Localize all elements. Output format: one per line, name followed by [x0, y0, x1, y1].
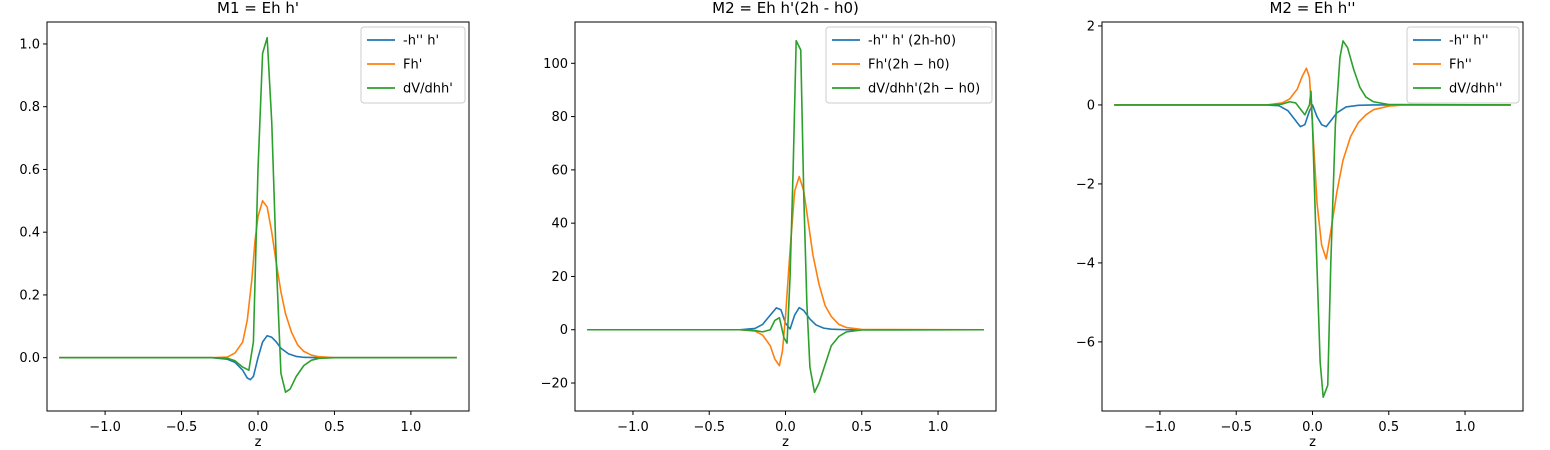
legend-box — [360, 26, 466, 104]
y-tick-label: 40 — [551, 217, 568, 232]
legend: -h'' h'' Fh'' dV/dhh'' — [1406, 26, 1520, 104]
y-tick-label: 0.0 — [19, 351, 40, 366]
chart-title: M1 = Eh h' — [217, 0, 299, 17]
y-tick-label: 60 — [551, 163, 568, 178]
legend-label: dV/dhh' — [403, 82, 453, 97]
legend-box — [825, 26, 993, 104]
x-tick-label: −0.5 — [166, 420, 198, 435]
legend-label: Fh'(2h − h0) — [868, 58, 950, 73]
legend-label: Fh' — [403, 58, 422, 73]
legend-label: dV/dhh'(2h − h0) — [868, 82, 980, 97]
x-tick-label: 1.0 — [928, 420, 949, 435]
y-tick-label: 0.2 — [19, 288, 40, 303]
legend-label: -h'' h'' — [1449, 34, 1489, 49]
x-tick-label: 0.0 — [248, 420, 269, 435]
x-axis-label: z — [255, 435, 262, 450]
chart-panel-1: −1.0 −0.5 0.0 0.5 1.0 0.0 0.2 0.4 0.6 0.8 1.0 z M1 =… — [19, 0, 470, 450]
y-tick-label: 100 — [543, 57, 568, 72]
y-tick-label: −20 — [541, 377, 568, 392]
x-tick-label: 1.0 — [1455, 420, 1476, 435]
legend: -h'' h' Fh' dV/dhh' — [360, 26, 466, 104]
y-tick-label: 20 — [551, 270, 568, 285]
y-tick-label: −2 — [1076, 177, 1095, 192]
series-line-h-h-1 — [1114, 104, 1511, 128]
series-line-h-h-1 — [59, 334, 457, 381]
chart-panel-2: −1.0 −0.5 0.0 0.5 1.0 −20 0 20 40 60 80 100 z M2 = Eh… — [541, 0, 997, 450]
x-axis-label: z — [782, 435, 789, 450]
y-tick-label: 2 — [1087, 19, 1095, 34]
x-tick-label: −0.5 — [1220, 420, 1252, 435]
legend: -h'' h' (2h-h0) Fh'(2h − h0) dV/dhh'(2h − … — [825, 26, 993, 104]
x-tick-label: 0.5 — [851, 420, 872, 435]
y-tick-label: 0.4 — [19, 226, 40, 241]
y-tick-label: 0 — [1087, 98, 1095, 113]
legend-label: -h'' h' (2h-h0) — [868, 34, 956, 49]
x-tick-label: −1.0 — [89, 420, 121, 435]
legend-label: Fh'' — [1449, 58, 1472, 73]
x-axis-label: z — [1309, 435, 1316, 450]
chart-panel-3: −1.0 −0.5 0.0 0.5 1.0 −6 −4 −2 0 2 z M2 = Eh h'' -h'… — [1076, 0, 1524, 450]
series-line-dv-dhh-3 — [59, 36, 457, 393]
series-line-fh-2 — [1114, 67, 1511, 260]
x-tick-label: 0.0 — [1302, 420, 1323, 435]
y-tick-label: 0.8 — [19, 100, 40, 115]
legend-label: dV/dhh'' — [1449, 82, 1502, 97]
chart-title: M2 = Eh h'(2h - h0) — [712, 0, 859, 17]
x-tick-label: −1.0 — [617, 420, 649, 435]
x-tick-label: 0.0 — [775, 420, 796, 435]
x-tick-label: −0.5 — [693, 420, 725, 435]
x-tick-label: 0.5 — [1378, 420, 1399, 435]
x-tick-label: 0.5 — [324, 420, 345, 435]
y-tick-label: −6 — [1076, 335, 1095, 350]
series-line-fh-2h-h0-2 — [587, 175, 984, 367]
y-tick-label: 0 — [560, 323, 568, 338]
chart-title: M2 = Eh h'' — [1269, 0, 1355, 17]
legend-box — [1406, 26, 1520, 104]
y-tick-label: 1.0 — [19, 37, 40, 52]
series-line-dv-dhh-2h-h0-3 — [587, 39, 984, 394]
legend-label: -h'' h' — [403, 34, 439, 49]
x-tick-label: −1.0 — [1144, 420, 1176, 435]
x-tick-label: 1.0 — [401, 420, 422, 435]
series-line-dv-dhh-3 — [1114, 40, 1511, 398]
y-tick-label: −4 — [1076, 256, 1095, 271]
series-line-fh-2 — [59, 200, 457, 359]
y-tick-label: 80 — [551, 110, 568, 125]
series-line-h-h-2h-h0-1 — [587, 306, 984, 331]
y-tick-label: 0.6 — [19, 163, 40, 178]
